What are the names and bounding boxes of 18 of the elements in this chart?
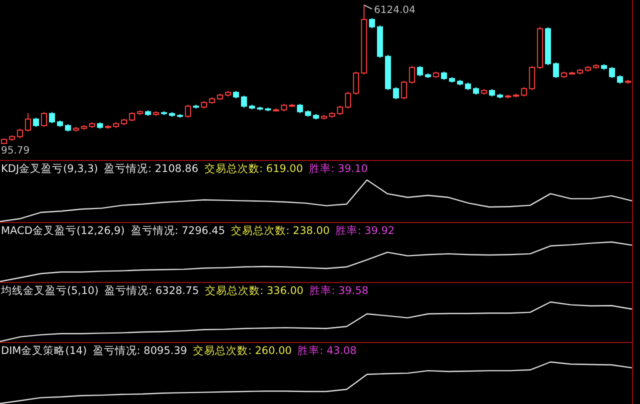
text: 交易总次数: 260.00 — [193, 344, 292, 357]
text: 盈亏情况: 8095.39 — [92, 344, 188, 357]
text: 盈亏情况: 6328.75 — [104, 284, 199, 297]
annotation: 6124.04 — [374, 5, 416, 16]
text: 盈亏情况: 7296.45 — [130, 224, 226, 237]
text: 交易总次数: 619.00 — [204, 162, 303, 175]
text: 胜率: 39.92 — [336, 224, 395, 237]
text: 胜率: 43.08 — [298, 344, 357, 357]
text: 胜率: 39.10 — [308, 162, 368, 175]
text: 交易总次数: 336.00 — [204, 284, 304, 297]
chart-title: 均线金叉盈亏(5,10) — [0, 284, 99, 297]
chart-title: DIM金叉策略(14) — [1, 345, 87, 357]
chart-title: KDJ金叉盈亏(9,3,3) — [1, 163, 98, 175]
chart-title: MACD金叉盈亏(12,26,9) — [1, 225, 125, 237]
text: 95.79 — [1, 145, 30, 156]
text: 交易总次数: 238.00 — [231, 224, 330, 237]
text: 盈亏情况: 2108.86 — [104, 162, 199, 175]
text: 胜率: 39.58 — [310, 284, 368, 297]
